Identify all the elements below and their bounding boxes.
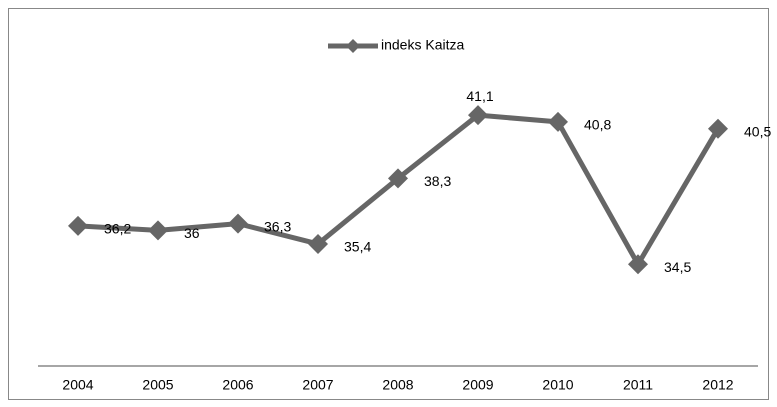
x-tick-label: 2012 [702,377,733,393]
data-point [548,111,568,132]
x-tick-label: 2011 [623,377,653,393]
data-point [388,168,408,189]
data-point [148,220,168,241]
x-tick-label: 2009 [462,377,493,393]
data-point [468,105,488,126]
legend-label: indeks Kaitza [381,37,464,53]
data-point [628,254,648,275]
data-label: 34,5 [664,259,691,275]
chart-border [8,8,769,400]
data-label: 40,5 [744,123,771,139]
data-point [228,213,248,234]
data-label: 41,1 [466,88,493,104]
x-tick-label: 2005 [142,377,173,393]
data-label: 36,3 [264,218,291,234]
data-label: 36 [184,225,200,241]
data-label: 40,8 [584,117,611,133]
x-tick-label: 2010 [542,377,573,393]
data-label: 35,4 [344,239,371,255]
data-label: 36,2 [104,221,131,237]
data-point [68,215,88,236]
data-point [308,233,328,254]
data-label: 38,3 [424,173,451,189]
x-tick-label: 2004 [62,377,93,393]
x-tick-label: 2007 [302,377,333,393]
legend-marker [346,39,360,53]
data-point [708,118,728,139]
x-tick-label: 2008 [382,377,413,393]
x-tick-label: 2006 [222,377,253,393]
